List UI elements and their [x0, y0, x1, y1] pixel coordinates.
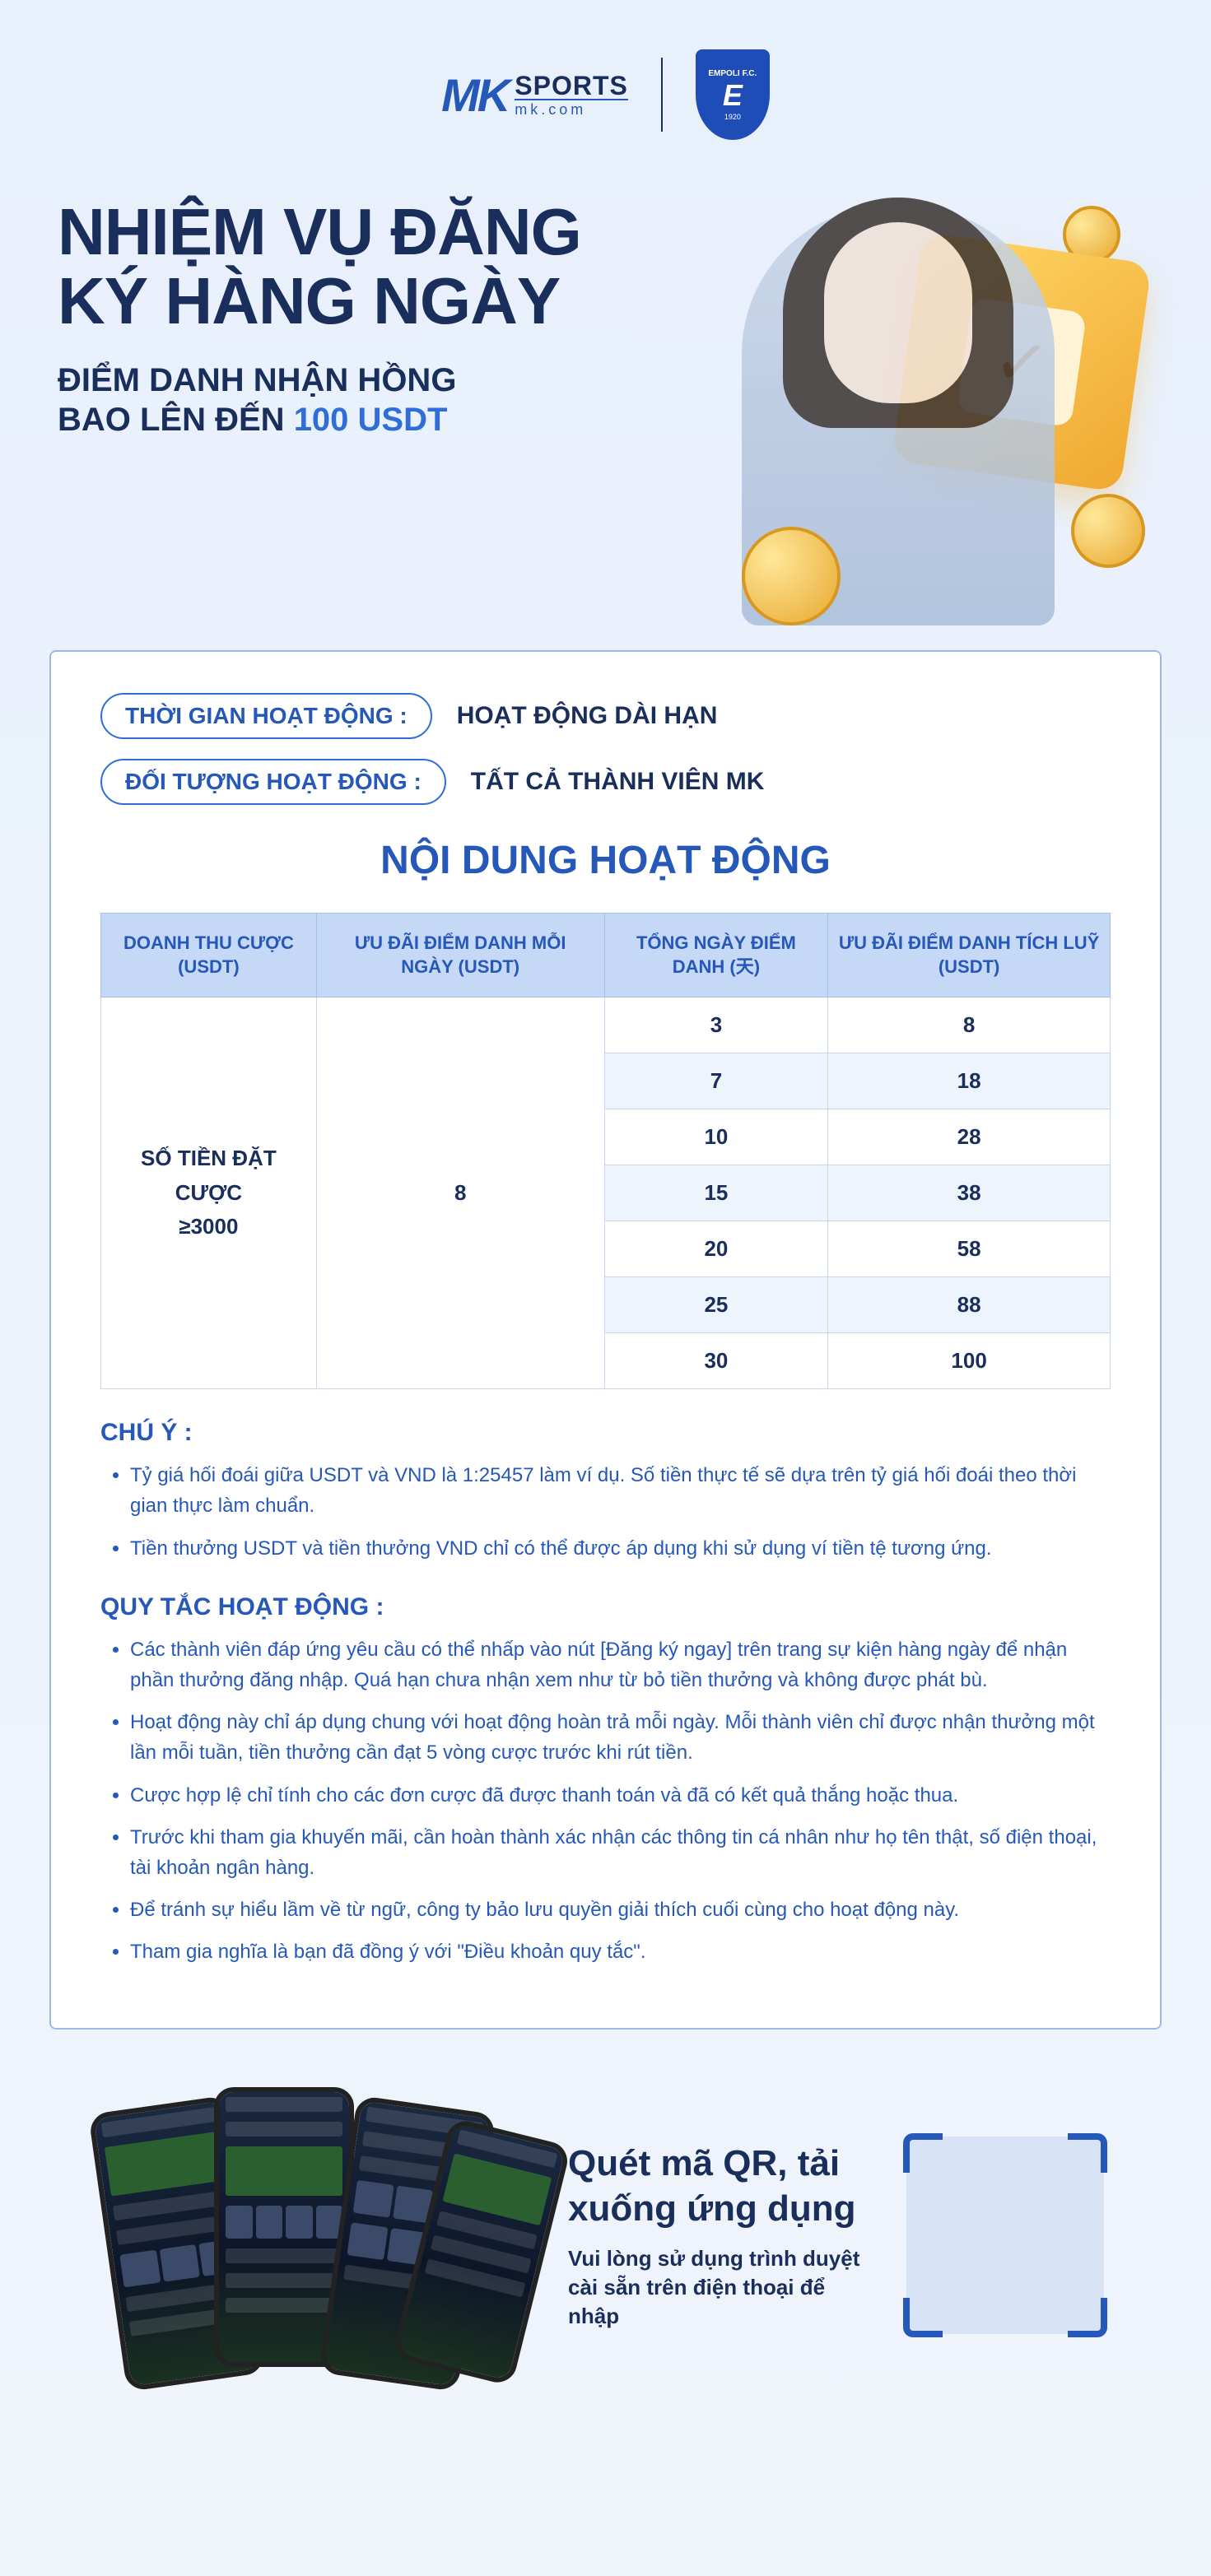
table-header-row: DOANH THU CƯỢC (USDT) ƯU ĐÃI ĐIỂM DANH M…	[101, 914, 1111, 997]
header-divider	[661, 58, 663, 132]
qr-text: Quét mã QR, tải xuống ứng dụng Vui lòng …	[568, 2141, 873, 2331]
hero-sub-line2: BAO LÊN ĐẾN 100 USDT	[58, 400, 709, 439]
rewards-table: DOANH THU CƯỢC (USDT) ƯU ĐÃI ĐIỂM DANH M…	[100, 913, 1111, 1389]
hero-sub-line2-a: BAO LÊN ĐẾN	[58, 402, 294, 438]
list-item: Tham gia nghĩa là bạn đã đồng ý với "Điề…	[130, 1937, 1111, 1967]
table-row: SỐ TIỀN ĐẶT CƯỢC≥3000838	[101, 997, 1111, 1053]
days-cell: 3	[604, 997, 828, 1053]
header: MK SPORTS mk.com EMPOLI F.C. E 1920	[25, 33, 1186, 181]
bonus-cell: 8	[828, 997, 1111, 1053]
hero-subtitle: ĐIỂM DANH NHẬN HỒNG BAO LÊN ĐẾN 100 USDT	[58, 360, 709, 439]
list-item: Các thành viên đáp ứng yêu cầu có thể nh…	[130, 1634, 1111, 1695]
meta-time-label: THỜI GIAN HOẠT ĐỘNG :	[100, 693, 432, 739]
logo-sports-text: SPORTS	[515, 72, 628, 99]
coin-icon	[742, 527, 841, 625]
list-item: Trước khi tham gia khuyến mãi, cần hoàn …	[130, 1822, 1111, 1883]
days-cell: 20	[604, 1221, 828, 1277]
hero-image: ✓	[709, 181, 1153, 625]
notes-block: CHÚ Ý : Tỷ giá hối đoái giữa USDT và VND…	[100, 1419, 1111, 1564]
hero-sub-line1: ĐIỂM DANH NHẬN HỒNG	[58, 360, 709, 400]
notes-heading: CHÚ Ý :	[100, 1419, 1111, 1447]
logo-mk: MK	[441, 68, 508, 122]
rules-list: Các thành viên đáp ứng yêu cầu có thể nh…	[100, 1634, 1111, 1968]
days-cell: 30	[604, 1333, 828, 1389]
qr-subtitle: Vui lòng sử dụng trình duyệt cài sẵn trê…	[568, 2244, 873, 2331]
list-item: Tỷ giá hối đoái giữa USDT và VND là 1:25…	[130, 1460, 1111, 1521]
list-item: Hoạt động này chỉ áp dụng chung với hoạt…	[130, 1707, 1111, 1768]
notes-list: Tỷ giá hối đoái giữa USDT và VND là 1:25…	[100, 1460, 1111, 1564]
list-item: Tiền thưởng USDT và tiền thưởng VND chỉ …	[130, 1533, 1111, 1564]
col-header: TỔNG NGÀY ĐIỂM DANH (天)	[604, 914, 828, 997]
col-header: DOANH THU CƯỢC (USDT)	[101, 914, 317, 997]
badge-year: 1920	[724, 113, 741, 121]
meta-target-label: ĐỐI TƯỢNG HOẠT ĐỘNG :	[100, 759, 446, 805]
days-cell: 7	[604, 1053, 828, 1109]
logo-sports-wrap: SPORTS mk.com	[515, 72, 628, 117]
rules-heading: QUY TẮC HOẠT ĐỘNG :	[100, 1593, 1111, 1621]
hero-title: NHIỆM VỤ ĐĂNG KÝ HÀNG NGÀY	[58, 198, 709, 336]
bonus-cell: 28	[828, 1109, 1111, 1165]
meta-target-value: TẤT CẢ THÀNH VIÊN MK	[471, 768, 765, 796]
qr-corner-icon	[903, 2133, 943, 2173]
section-title: NỘI DUNG HOẠT ĐỘNG	[100, 838, 1111, 883]
table-body: SỐ TIỀN ĐẶT CƯỢC≥30008387181028153820582…	[101, 997, 1111, 1389]
meta-time-row: THỜI GIAN HOẠT ĐỘNG : HOẠT ĐỘNG DÀI HẠN	[100, 693, 1111, 739]
qr-corner-icon	[1068, 2133, 1107, 2173]
hero-title-line2: KÝ HÀNG NGÀY	[58, 267, 709, 336]
days-cell: 10	[604, 1109, 828, 1165]
logo-domain: mk.com	[515, 99, 628, 117]
qr-section: Quét mã QR, tải xuống ứng dụng Vui lòng …	[25, 2030, 1186, 2416]
col-header: ƯU ĐÃI ĐIỂM DANH MỖI NGÀY (USDT)	[316, 914, 604, 997]
col-header: ƯU ĐÃI ĐIỂM DANH TÍCH LUỸ (USDT)	[828, 914, 1111, 997]
bonus-cell: 58	[828, 1221, 1111, 1277]
badge-top: EMPOLI F.C.	[708, 69, 757, 78]
page-root: MK SPORTS mk.com EMPOLI F.C. E 1920 NHIỆ…	[0, 0, 1211, 2449]
meta-time-value: HOẠT ĐỘNG DÀI HẠN	[457, 702, 718, 730]
bonus-cell: 88	[828, 1277, 1111, 1333]
qr-corner-icon	[903, 2298, 943, 2337]
hero-title-line1: NHIỆM VỤ ĐĂNG	[58, 198, 709, 267]
days-cell: 15	[604, 1165, 828, 1221]
table-head: DOANH THU CƯỢC (USDT) ƯU ĐÃI ĐIỂM DANH M…	[101, 914, 1111, 997]
coin-icon	[1071, 494, 1145, 568]
qr-title: Quét mã QR, tải xuống ứng dụng	[568, 2141, 873, 2231]
merged-daily-cell: 8	[316, 997, 604, 1389]
merged-bet-cell: SỐ TIỀN ĐẶT CƯỢC≥3000	[101, 997, 317, 1389]
logo-block: MK SPORTS mk.com	[441, 68, 628, 122]
rules-block: QUY TẮC HOẠT ĐỘNG : Các thành viên đáp ứ…	[100, 1593, 1111, 1968]
content-card: THỜI GIAN HOẠT ĐỘNG : HOẠT ĐỘNG DÀI HẠN …	[49, 650, 1162, 2030]
list-item: Cược hợp lệ chỉ tính cho các đơn cược đã…	[130, 1780, 1111, 1811]
phones-mockup	[107, 2087, 535, 2383]
qr-corner-icon	[1068, 2298, 1107, 2337]
bonus-cell: 100	[828, 1333, 1111, 1389]
bonus-cell: 18	[828, 1053, 1111, 1109]
hero-sub-accent: 100 USDT	[294, 402, 448, 438]
badge-letter: E	[723, 78, 743, 113]
qr-placeholder[interactable]	[906, 2137, 1104, 2334]
list-item: Để tránh sự hiểu lầm về từ ngữ, công ty …	[130, 1895, 1111, 1925]
meta-target-row: ĐỐI TƯỢNG HOẠT ĐỘNG : TẤT CẢ THÀNH VIÊN …	[100, 759, 1111, 805]
partner-badge: EMPOLI F.C. E 1920	[696, 49, 770, 140]
bonus-cell: 38	[828, 1165, 1111, 1221]
hero-text: NHIỆM VỤ ĐĂNG KÝ HÀNG NGÀY ĐIỂM DANH NHẬ…	[58, 181, 709, 439]
hero: NHIỆM VỤ ĐĂNG KÝ HÀNG NGÀY ĐIỂM DANH NHẬ…	[25, 181, 1186, 650]
days-cell: 25	[604, 1277, 828, 1333]
